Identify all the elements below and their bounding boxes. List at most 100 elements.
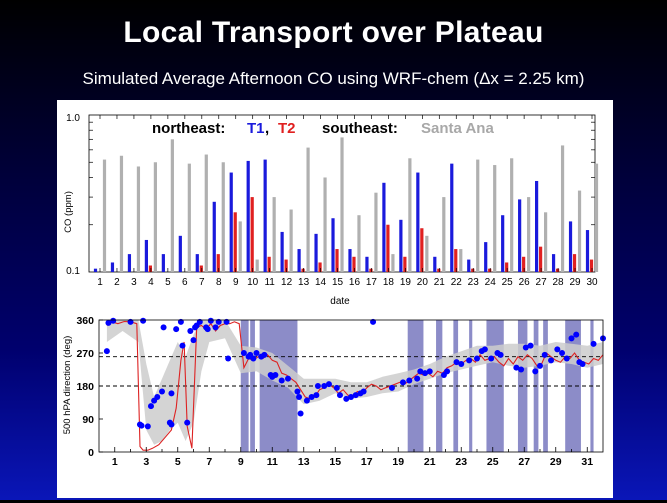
- top-xtick-label: 8: [216, 277, 222, 288]
- bar-santa-ana: [408, 158, 412, 272]
- direction-point: [522, 344, 529, 351]
- top-xtick-label: 28: [553, 277, 565, 288]
- direction-point: [144, 423, 151, 430]
- shaded-date-range: [240, 320, 249, 452]
- direction-point: [204, 326, 211, 333]
- bottom-xtick-label: 7: [206, 456, 212, 468]
- bar-santa-ana: [476, 159, 480, 272]
- bar-t2: [522, 256, 526, 272]
- bar-t1: [93, 268, 98, 272]
- direction-point: [225, 355, 232, 362]
- direction-point: [513, 364, 520, 371]
- direction-point: [417, 368, 424, 375]
- direction-point: [343, 395, 350, 402]
- top-xtick-label: 16: [349, 277, 361, 288]
- direction-point: [159, 388, 165, 395]
- legend-separator: ,: [265, 120, 269, 137]
- bar-t1: [195, 254, 199, 272]
- bottom-xtick-label: 17: [361, 456, 373, 468]
- top-ytick-0: 0.1: [66, 266, 80, 277]
- bottom-ytick-label: 90: [82, 414, 94, 426]
- bar-santa-ana: [272, 197, 276, 272]
- top-xtick-label: 1: [97, 277, 103, 288]
- bottom-ytick-label: 270: [76, 348, 94, 360]
- bar-t1: [212, 201, 216, 272]
- bar-t1: [450, 163, 454, 272]
- direction-point: [573, 331, 580, 338]
- direction-point: [497, 351, 504, 358]
- direction-point: [285, 375, 291, 382]
- bar-santa-ana: [102, 159, 107, 272]
- direction-point: [453, 359, 460, 366]
- bar-t2: [369, 268, 373, 272]
- bar-t1: [433, 256, 437, 272]
- direction-point: [160, 324, 167, 331]
- slide-subtitle: Simulated Average Afternoon CO using WRF…: [82, 69, 585, 88]
- bar-t2: [216, 254, 220, 272]
- direction-point: [314, 383, 321, 389]
- bar-santa-ana: [442, 197, 446, 272]
- bar-t2: [148, 265, 152, 272]
- bottom-xtick-label: 15: [329, 456, 341, 468]
- direction-point: [474, 355, 480, 362]
- bar-t2: [267, 256, 271, 272]
- shaded-date-range: [543, 320, 548, 452]
- direction-point: [333, 384, 340, 391]
- bar-t2: [488, 268, 492, 272]
- bar-santa-ana: [493, 165, 497, 272]
- bar-t1: [467, 259, 471, 272]
- bar-santa-ana: [560, 145, 565, 272]
- bottom-xtick-label: 13: [298, 456, 310, 468]
- direction-point: [240, 350, 247, 356]
- direction-point: [103, 348, 110, 355]
- direction-point: [414, 375, 421, 382]
- top-xtick-label: 6: [182, 277, 188, 288]
- legend-santa-ana-label: Santa Ana: [421, 120, 494, 137]
- bar-t2: [284, 259, 288, 272]
- bar-t2: [589, 259, 594, 272]
- direction-point: [313, 392, 320, 399]
- direction-point: [458, 361, 465, 367]
- direction-point: [568, 335, 575, 342]
- bar-t2: [318, 262, 322, 272]
- direction-point: [147, 403, 154, 410]
- bar-t2: [352, 256, 356, 272]
- top-xtick-label: 3: [131, 277, 137, 288]
- top-xtick-label: 25: [502, 277, 514, 288]
- bar-t2: [420, 228, 424, 272]
- legend-t1-label: T1: [247, 120, 265, 137]
- bar-t2: [539, 246, 543, 272]
- direction-point: [352, 392, 359, 399]
- top-xtick-label: 29: [569, 277, 581, 288]
- top-xtick-label: 14: [315, 277, 327, 288]
- spread-band: [106, 320, 604, 445]
- bar-t1: [144, 239, 148, 272]
- bar-santa-ana: [459, 249, 463, 272]
- co-bar-chart: northeast: T1 , T2 southeast: Santa Ana …: [63, 113, 599, 307]
- direction-point: [426, 368, 433, 375]
- top-xtick-label: 7: [199, 277, 205, 288]
- bar-santa-ana: [357, 215, 361, 272]
- bar-t1: [518, 199, 522, 272]
- bar-t1: [585, 230, 590, 272]
- direction-point: [140, 317, 147, 324]
- bar-t2: [471, 268, 475, 272]
- bar-t2: [233, 212, 237, 272]
- direction-point: [296, 394, 303, 400]
- bottom-xtick-label: 3: [143, 456, 149, 468]
- bar-t2: [403, 256, 407, 272]
- top-xtick-label: 10: [247, 277, 259, 288]
- direction-point: [554, 346, 561, 353]
- legend-southeast-label: southeast:: [322, 120, 398, 137]
- direction-point: [207, 317, 214, 324]
- direction-point: [308, 394, 315, 400]
- bottom-xtick-label: 11: [267, 456, 278, 468]
- bar-santa-ana: [391, 254, 395, 272]
- bottom-xtick-label: 25: [487, 456, 499, 468]
- direction-point: [325, 381, 332, 388]
- direction-point: [184, 419, 191, 426]
- direction-point: [422, 370, 429, 377]
- direction-point: [406, 377, 413, 384]
- bar-santa-ana: [136, 166, 141, 272]
- direction-point: [187, 328, 194, 334]
